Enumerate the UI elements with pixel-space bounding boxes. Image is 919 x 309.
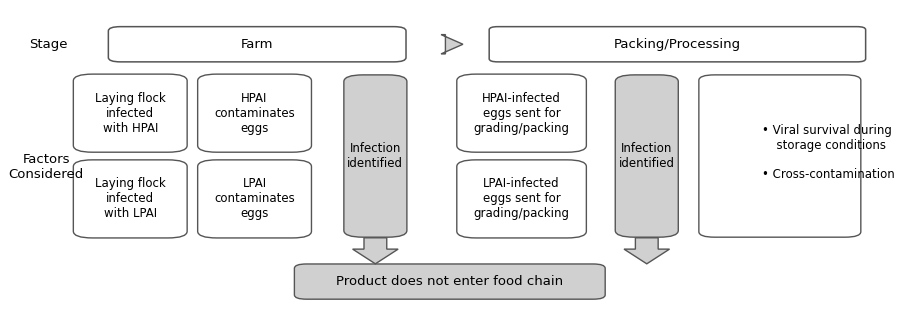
Text: Product does not enter food chain: Product does not enter food chain bbox=[336, 275, 563, 288]
Text: Infection
identified: Infection identified bbox=[347, 142, 403, 170]
FancyBboxPatch shape bbox=[344, 75, 407, 237]
Text: Packing/Processing: Packing/Processing bbox=[614, 38, 741, 51]
Text: • Cross-contamination: • Cross-contamination bbox=[763, 168, 895, 181]
Text: Infection
identified: Infection identified bbox=[618, 142, 675, 170]
FancyBboxPatch shape bbox=[698, 75, 861, 237]
Polygon shape bbox=[353, 238, 398, 264]
Text: Farm: Farm bbox=[241, 38, 274, 51]
Text: LPAI-infected
eggs sent for
grading/packing: LPAI-infected eggs sent for grading/pack… bbox=[473, 177, 570, 220]
FancyBboxPatch shape bbox=[108, 27, 406, 62]
FancyBboxPatch shape bbox=[294, 264, 606, 299]
Text: LPAI
contaminates
eggs: LPAI contaminates eggs bbox=[214, 177, 295, 220]
Text: Laying flock
infected
with HPAI: Laying flock infected with HPAI bbox=[95, 92, 165, 135]
FancyBboxPatch shape bbox=[74, 74, 187, 152]
Polygon shape bbox=[624, 238, 670, 264]
Text: Factors
Considered: Factors Considered bbox=[8, 153, 84, 181]
Polygon shape bbox=[441, 35, 463, 54]
Text: Stage: Stage bbox=[29, 38, 68, 51]
FancyBboxPatch shape bbox=[74, 160, 187, 238]
FancyBboxPatch shape bbox=[457, 74, 586, 152]
Text: Laying flock
infected
with LPAI: Laying flock infected with LPAI bbox=[95, 177, 165, 220]
FancyBboxPatch shape bbox=[198, 160, 312, 238]
Text: • Viral survival during
  storage conditions: • Viral survival during storage conditio… bbox=[763, 124, 892, 152]
FancyBboxPatch shape bbox=[615, 75, 678, 237]
FancyBboxPatch shape bbox=[489, 27, 866, 62]
Text: HPAI
contaminates
eggs: HPAI contaminates eggs bbox=[214, 92, 295, 135]
FancyBboxPatch shape bbox=[457, 160, 586, 238]
Text: HPAI-infected
eggs sent for
grading/packing: HPAI-infected eggs sent for grading/pack… bbox=[473, 92, 570, 135]
FancyBboxPatch shape bbox=[198, 74, 312, 152]
